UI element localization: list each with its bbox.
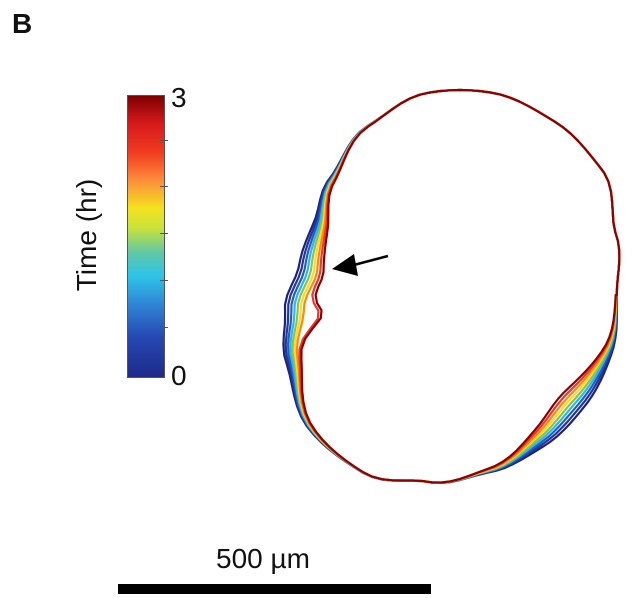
colorbar-max-label: 3 — [171, 82, 187, 113]
colorbar-tick — [160, 327, 168, 328]
cell-outline-0 — [282, 88, 621, 485]
scale-bar-label: 500 µm — [216, 543, 310, 574]
colorbar-tick — [160, 140, 168, 141]
colorbar-min-label: 0 — [171, 360, 187, 391]
panel-label: B — [12, 8, 33, 39]
arrow-left-icon — [332, 254, 389, 276]
colorbar-tick — [160, 233, 168, 234]
colorbar — [127, 95, 165, 378]
cell-outline-8 — [300, 88, 621, 484]
colorbar-tick — [160, 186, 168, 187]
colorbar-tick — [160, 280, 168, 281]
scale-bar — [118, 584, 431, 594]
